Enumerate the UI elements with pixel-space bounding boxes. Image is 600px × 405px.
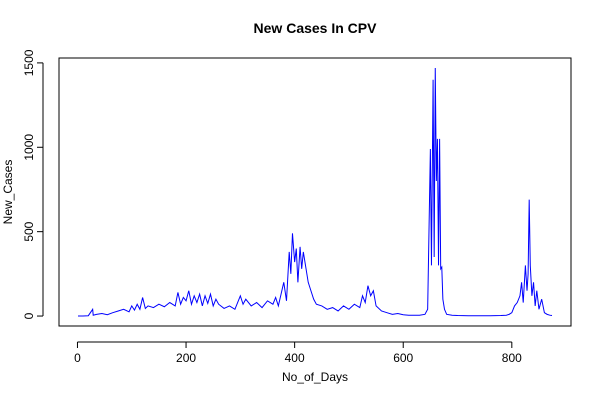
x-axis-label: No_of_Days bbox=[282, 370, 348, 384]
y-tick-label: 1000 bbox=[22, 134, 36, 161]
x-tick-label: 400 bbox=[285, 351, 305, 365]
x-tick-label: 800 bbox=[502, 351, 522, 365]
y-axis-label: New_Cases bbox=[1, 160, 15, 225]
chart-title: New Cases In CPV bbox=[254, 20, 378, 36]
y-tick-label: 500 bbox=[22, 221, 36, 241]
y-tick-label: 1500 bbox=[22, 49, 36, 76]
plot-box bbox=[58, 57, 572, 327]
y-tick-label: 0 bbox=[22, 312, 36, 319]
x-tick-label: 600 bbox=[393, 351, 413, 365]
x-tick-label: 200 bbox=[176, 351, 196, 365]
x-tick-label: 0 bbox=[74, 351, 81, 365]
data-line bbox=[78, 67, 553, 317]
